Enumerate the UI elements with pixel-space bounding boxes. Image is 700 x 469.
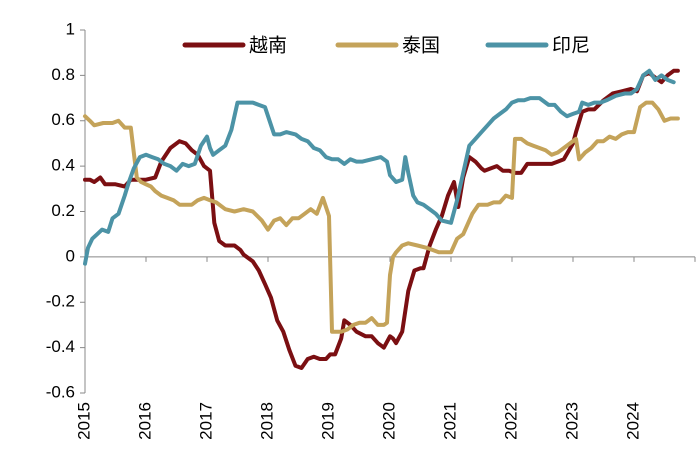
x-tick-label: 2017 [196,402,215,440]
x-tick-label: 2015 [74,402,93,440]
y-tick-label: 0.8 [51,65,75,84]
y-tick-label: -0.4 [46,337,75,356]
x-tick-label: 2022 [501,402,520,440]
y-tick-labels: 1 0.8 0.6 0.4 0.2 0 -0.2 -0.4 -0.6 [46,19,75,401]
y-tick-label: 1 [66,19,75,38]
y-tick-label: 0.4 [51,156,75,175]
y-tick-label: 0.6 [51,110,75,129]
x-tick-labels: 2015 2016 2017 2018 2019 2020 2021 2022 2023 2024 [74,402,642,440]
legend-label: 泰国 [402,35,440,57]
y-tick-label: -0.2 [46,292,75,311]
series-line-2 [83,100,680,334]
series-lines [83,68,680,370]
y-tick-label: 0.2 [51,201,75,220]
legend-label: 越南 [249,35,287,57]
x-tick-label: 2019 [318,402,337,440]
x-tick-label: 2021 [440,402,459,440]
x-tick-label: 2023 [562,402,581,440]
y-tick-label: -0.6 [46,382,75,401]
x-tick-label: 2020 [379,402,398,440]
x-tick-label: 2016 [135,402,154,440]
legend-label: 印尼 [552,35,590,57]
series-line-3 [83,68,676,266]
y-tick-label: 0 [66,246,75,265]
legend: 越南 泰国 印尼 [182,35,590,57]
x-tick-label: 2018 [257,402,276,440]
x-tick-label: 2024 [623,402,642,440]
